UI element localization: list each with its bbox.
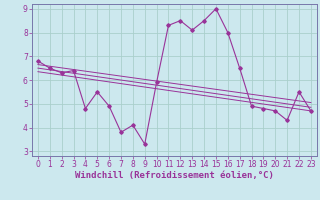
X-axis label: Windchill (Refroidissement éolien,°C): Windchill (Refroidissement éolien,°C) <box>75 171 274 180</box>
